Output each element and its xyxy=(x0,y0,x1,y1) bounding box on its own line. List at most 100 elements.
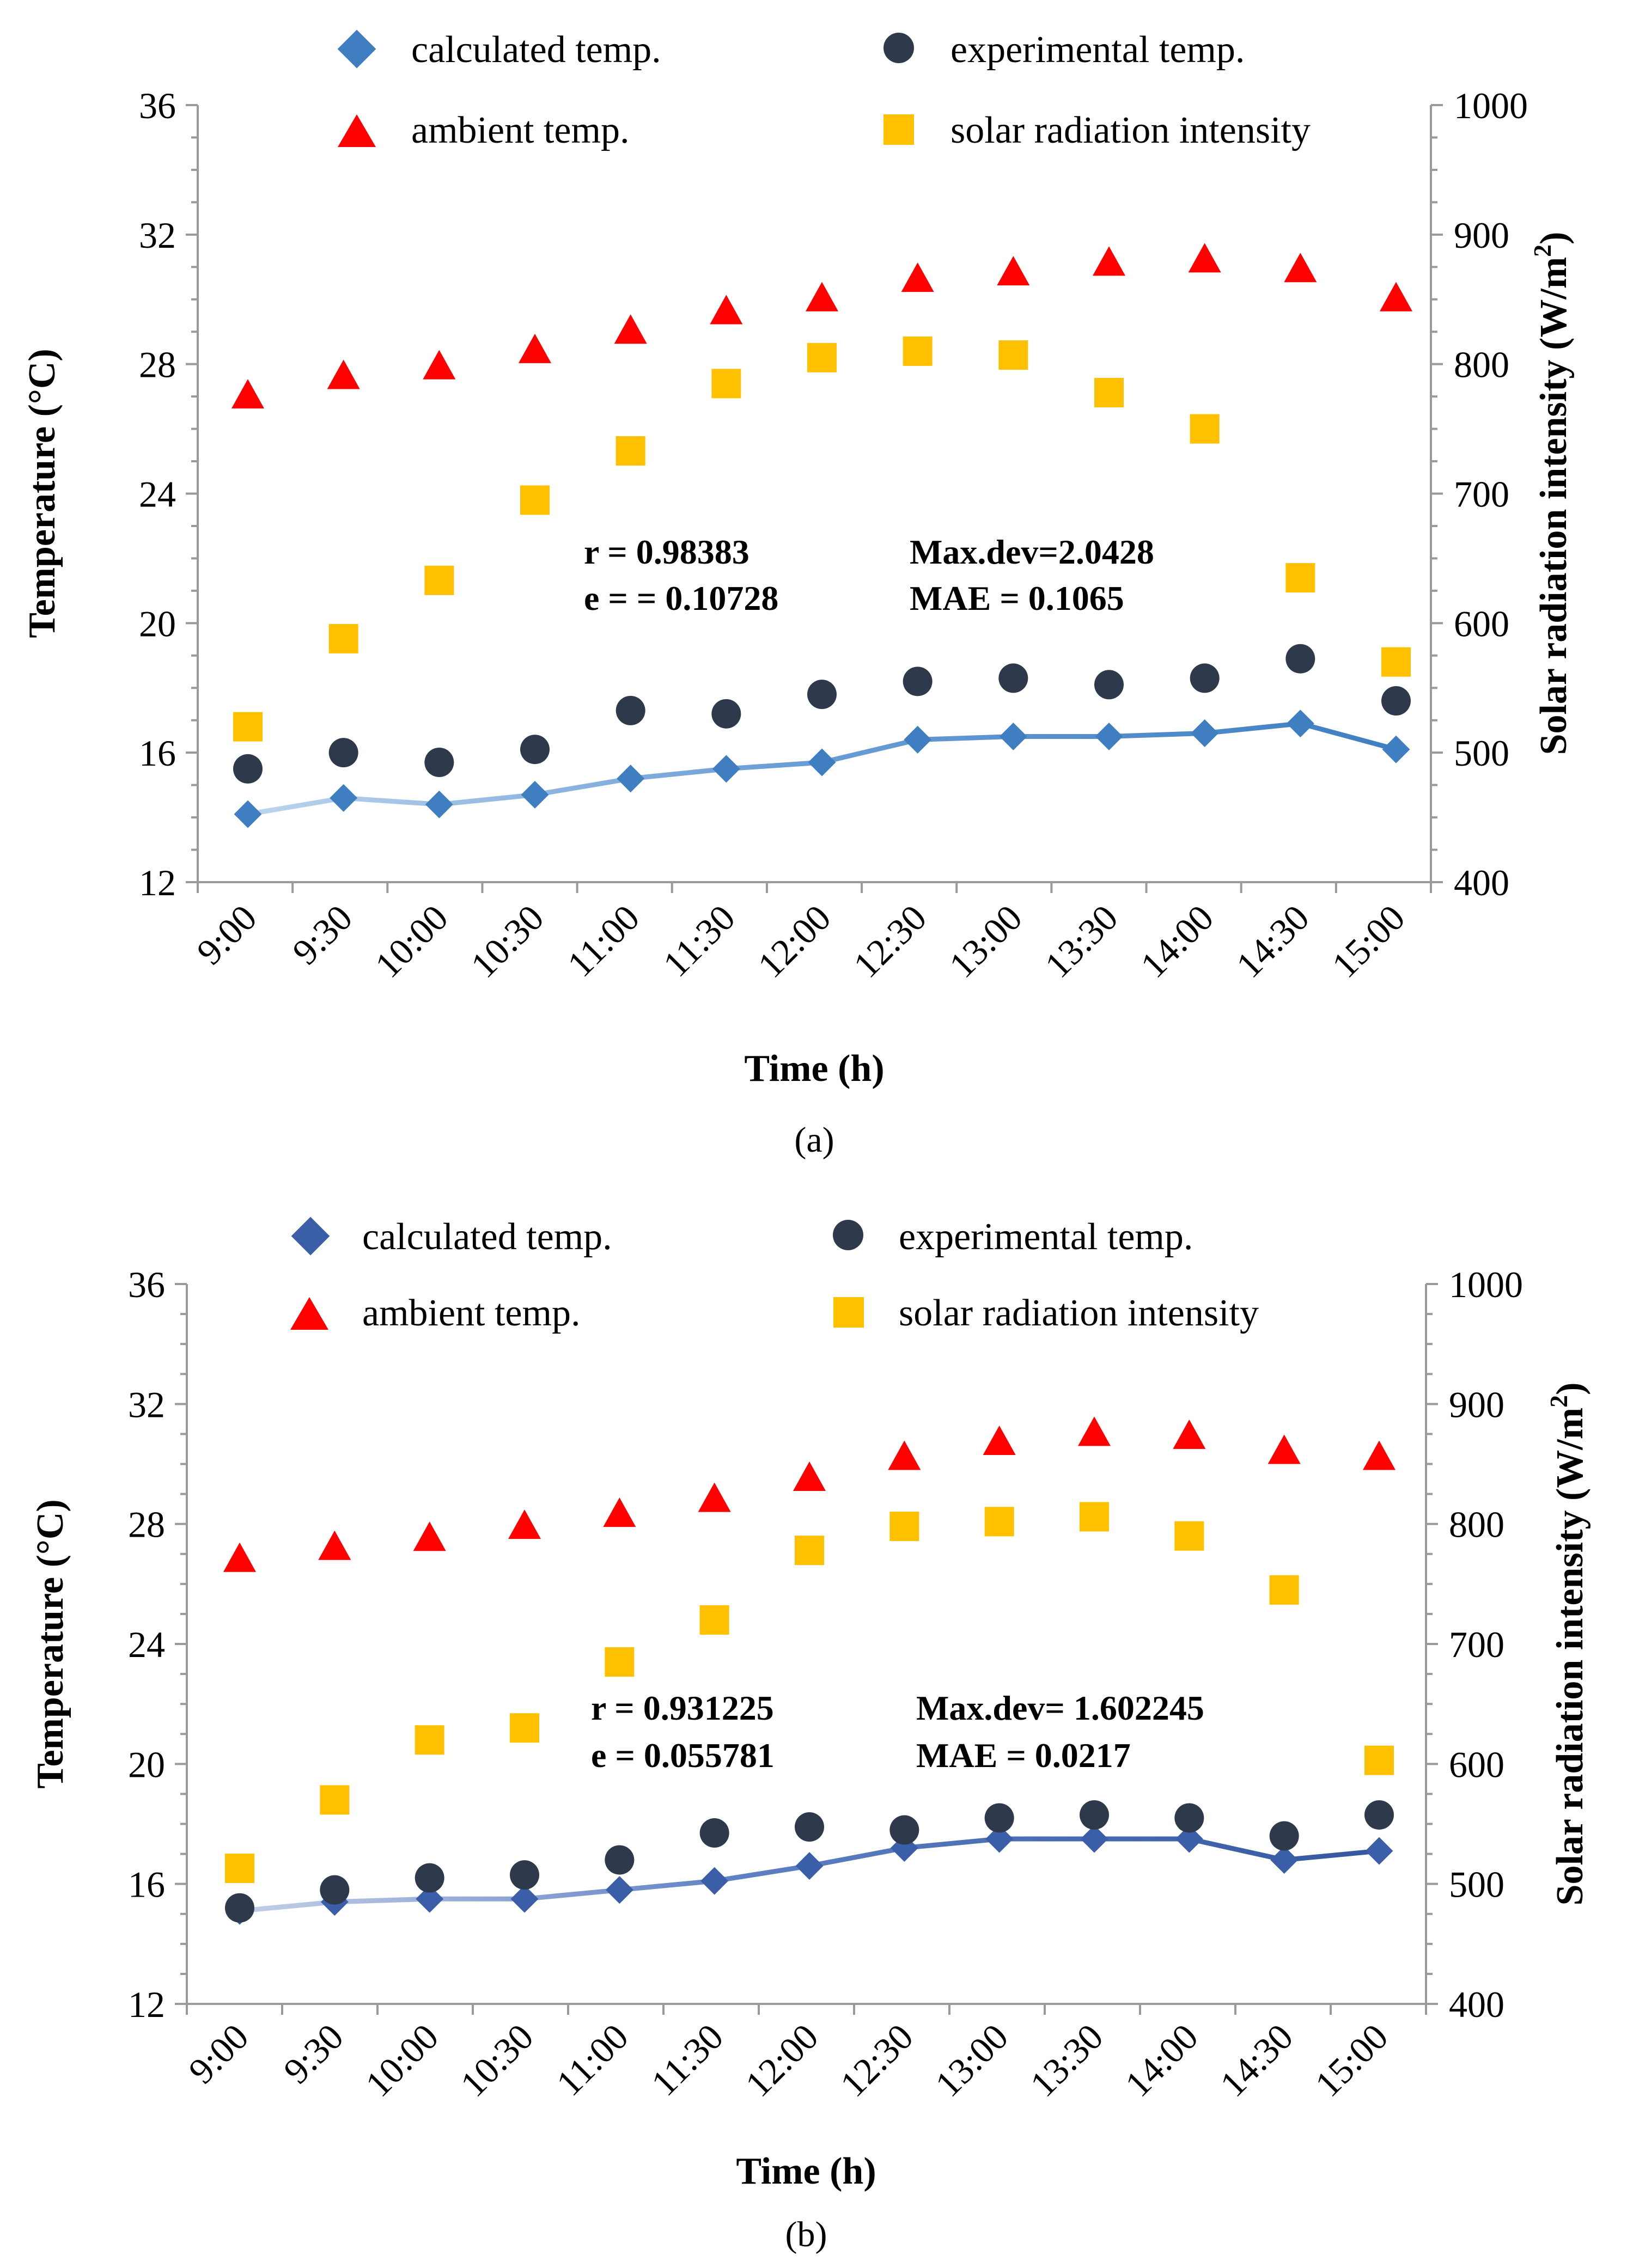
experimental-point xyxy=(807,680,837,710)
y-axis-title: Temperature (°C) xyxy=(21,349,63,638)
y-tick-label: 36 xyxy=(128,1264,165,1305)
solar-point xyxy=(233,712,263,742)
ambient-point xyxy=(888,1440,921,1470)
experimental-point xyxy=(1094,670,1124,700)
experimental-point xyxy=(1190,663,1220,693)
legend-solar-marker xyxy=(833,1297,864,1328)
ambient-point xyxy=(793,1462,826,1491)
right-tick-labels: 400 500 600 700 800 900 1000 xyxy=(1454,85,1528,903)
panel-caption: (a) xyxy=(794,1120,834,1160)
legend-ambient-label: ambient temp. xyxy=(362,1292,580,1334)
legend-ambient-marker xyxy=(290,1297,328,1330)
solar-point xyxy=(320,1785,350,1815)
ambient-point xyxy=(983,1425,1016,1455)
y2-tick-label: 700 xyxy=(1449,1624,1504,1665)
data-series xyxy=(223,1416,1396,1925)
solar-point xyxy=(1364,1745,1394,1775)
solar-point xyxy=(998,340,1028,370)
x-tick-label: 11:00 xyxy=(548,2016,636,2104)
legend-experimental-label: experimental temp. xyxy=(899,1216,1193,1258)
ambient-point xyxy=(508,1509,541,1539)
series-experimental-temp xyxy=(225,1800,1394,1923)
stat-mae: MAE = 0.0217 xyxy=(916,1736,1131,1775)
legend-calculated-marker xyxy=(291,1216,330,1256)
y-tick-label: 16 xyxy=(128,1864,165,1905)
left-tick-labels: 12 16 20 24 28 32 36 xyxy=(128,1264,165,2025)
x-tick-label: 10:00 xyxy=(367,897,456,986)
legend-calculated-marker xyxy=(337,29,376,69)
experimental-point xyxy=(415,1863,444,1893)
experimental-point xyxy=(1381,686,1411,716)
calculated-point xyxy=(904,725,932,754)
stats-annotation: r = 0.931225 e = 0.055781 Max.dev= 1.602… xyxy=(591,1689,1204,1775)
solar-point xyxy=(1080,1502,1109,1532)
ambient-point xyxy=(223,1542,256,1572)
solar-point xyxy=(510,1713,539,1743)
calculated-point xyxy=(1365,1837,1393,1865)
y-tick-label: 12 xyxy=(139,862,176,903)
y2-tick-label: 500 xyxy=(1449,1864,1504,1905)
legend-calculated-label: calculated temp. xyxy=(411,29,661,71)
y2-tick-label: 1000 xyxy=(1449,1264,1523,1305)
calculated-point xyxy=(700,1867,729,1895)
ambient-point xyxy=(1284,253,1317,283)
y2-tick-label: 700 xyxy=(1454,474,1509,515)
experimental-point xyxy=(1269,1821,1299,1851)
x-axis-title: Time (h) xyxy=(744,1048,884,1090)
x-tick-label: 14:00 xyxy=(1117,2016,1206,2105)
axes xyxy=(186,104,1443,893)
x-tick-label: 13:00 xyxy=(927,2016,1016,2105)
experimental-point xyxy=(998,663,1028,693)
ambient-point xyxy=(1078,1416,1111,1446)
experimental-point xyxy=(1174,1803,1204,1833)
calculated-point xyxy=(712,755,740,783)
solar-point xyxy=(1269,1575,1299,1605)
experimental-point xyxy=(605,1845,635,1875)
ambient-point xyxy=(519,333,551,363)
x-tick-label: 14:30 xyxy=(1212,2016,1301,2105)
legend-solar-label: solar radiation intensity xyxy=(950,109,1311,151)
experimental-point xyxy=(1364,1800,1394,1830)
experimental-point xyxy=(520,735,550,765)
stat-maxdev: Max.dev=2.0428 xyxy=(910,533,1154,571)
ambient-point xyxy=(1173,1419,1206,1449)
x-tick-label: 12:00 xyxy=(737,2016,826,2105)
ambient-point xyxy=(1268,1434,1301,1464)
solar-point xyxy=(424,565,454,595)
calculated-point xyxy=(1286,710,1314,738)
y-tick-label: 36 xyxy=(139,85,176,126)
x-tick-label: 12:30 xyxy=(832,2016,921,2105)
y-tick-label: 28 xyxy=(128,1504,165,1545)
calculated-point xyxy=(999,722,1027,750)
ambient-point xyxy=(997,256,1030,286)
x-tick-label: 14:00 xyxy=(1132,897,1221,986)
legend-ambient-marker xyxy=(338,114,376,147)
ambient-point xyxy=(327,359,360,389)
x-tick-label: 9:00 xyxy=(180,2016,256,2092)
stat-maxdev: Max.dev= 1.602245 xyxy=(916,1689,1204,1727)
y-tick-label: 20 xyxy=(128,1744,165,1785)
experimental-point xyxy=(320,1875,350,1905)
ambient-point xyxy=(231,379,264,409)
solar-point xyxy=(699,1605,729,1635)
ambient-point xyxy=(413,1521,446,1551)
y2-tick-label: 900 xyxy=(1454,215,1509,256)
stat-e: e = 0.055781 xyxy=(591,1736,775,1775)
legend: calculated temp. experimental temp. ambi… xyxy=(261,1216,1259,1334)
solar-point xyxy=(415,1725,444,1755)
x-tick-label: 14:30 xyxy=(1228,897,1317,986)
axes xyxy=(175,1283,1438,2015)
calculated-point xyxy=(605,1876,633,1904)
y-tick-label: 32 xyxy=(128,1384,165,1425)
y2-tick-label: 1000 xyxy=(1454,85,1528,126)
x-axis-title: Time (h) xyxy=(736,2150,876,2192)
y-axis-title: Temperature (°C) xyxy=(29,1499,71,1789)
series-ambient-temp xyxy=(223,1416,1396,1572)
solar-point xyxy=(616,436,645,466)
x-tick-label: 13:30 xyxy=(1022,2016,1111,2105)
experimental-point xyxy=(1080,1800,1109,1830)
experimental-point xyxy=(424,748,454,778)
ambient-point xyxy=(1093,246,1125,276)
solar-point xyxy=(605,1647,635,1677)
experimental-point xyxy=(233,754,263,784)
